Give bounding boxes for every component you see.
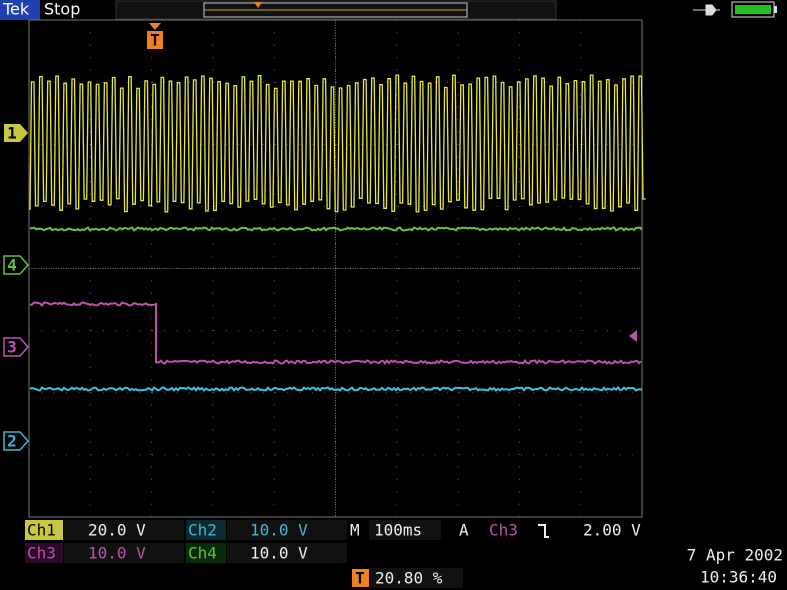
ch2-scale: 10.0 V [250, 521, 308, 540]
battery-tip [774, 6, 777, 13]
ch3-trace [29, 301, 642, 366]
ch3-scale: 10.0 V [88, 544, 146, 563]
ch3-marker [3, 337, 30, 357]
ch1-label: Ch1 [27, 521, 56, 540]
record-trigger [254, 2, 262, 8]
timebase-box [369, 520, 441, 540]
trigger-marker: T [150, 31, 160, 50]
position-value: 20.80 % [375, 569, 443, 588]
ch4-scale: 10.0 V [250, 544, 308, 563]
ch3-scale-box [64, 543, 184, 563]
ch1-marker [4, 124, 28, 142]
battery-level [735, 5, 771, 14]
brand-box [0, 0, 40, 20]
trigger-slope [538, 524, 549, 538]
ch3-label: Ch3 [27, 544, 56, 563]
ch2-marker [3, 431, 30, 451]
ch2-marker-label: 2 [7, 432, 17, 451]
ch4-trace [29, 226, 643, 232]
graticule [28, 19, 643, 518]
position-marker: T [355, 569, 365, 588]
ch1-trace [29, 74, 646, 213]
power-icon [693, 4, 720, 16]
ch3-marker-label: 3 [7, 338, 17, 357]
ch1-marker-label: 1 [7, 124, 17, 143]
readouts: Ch1 20.0 V Ch2 10.0 V M 100ms A Ch3 2.00… [25, 520, 783, 588]
time: 10:36:40 [700, 568, 777, 587]
timebase-value: 100ms [374, 521, 422, 540]
trigger-level-marker [629, 330, 637, 342]
timebase-label: M [350, 521, 360, 540]
ch2-label: Ch2 [188, 521, 217, 540]
channel-markers: 1 4 3 2 [3, 124, 637, 451]
ch1-scale-box [64, 520, 184, 540]
ch4-marker-label: 4 [7, 256, 17, 275]
date: 7 Apr 2002 [687, 546, 783, 565]
acq-status: Stop [44, 0, 80, 19]
ch2-label-box [186, 520, 226, 540]
trigger-marker-box [147, 31, 163, 49]
ch1-scale: 20.0 V [88, 521, 146, 540]
ch4-marker [3, 255, 30, 275]
ch4-label: Ch4 [188, 544, 217, 563]
position-marker-box [352, 569, 369, 587]
ch2-scale-box [227, 520, 347, 540]
trigger-level: 2.00 V [583, 521, 641, 540]
waveforms [29, 74, 646, 392]
ch4-scale-box [227, 543, 347, 563]
ch4-label-box [186, 543, 226, 563]
ch2-trace [29, 385, 643, 392]
trigger-arrow [149, 23, 161, 30]
brand: Tek [2, 0, 30, 19]
ch1-label-box [25, 520, 63, 540]
ch3-label-box [25, 543, 63, 563]
trigger-mode: A [459, 521, 469, 540]
trigger-source: Ch3 [489, 521, 518, 540]
position-box [371, 568, 463, 588]
